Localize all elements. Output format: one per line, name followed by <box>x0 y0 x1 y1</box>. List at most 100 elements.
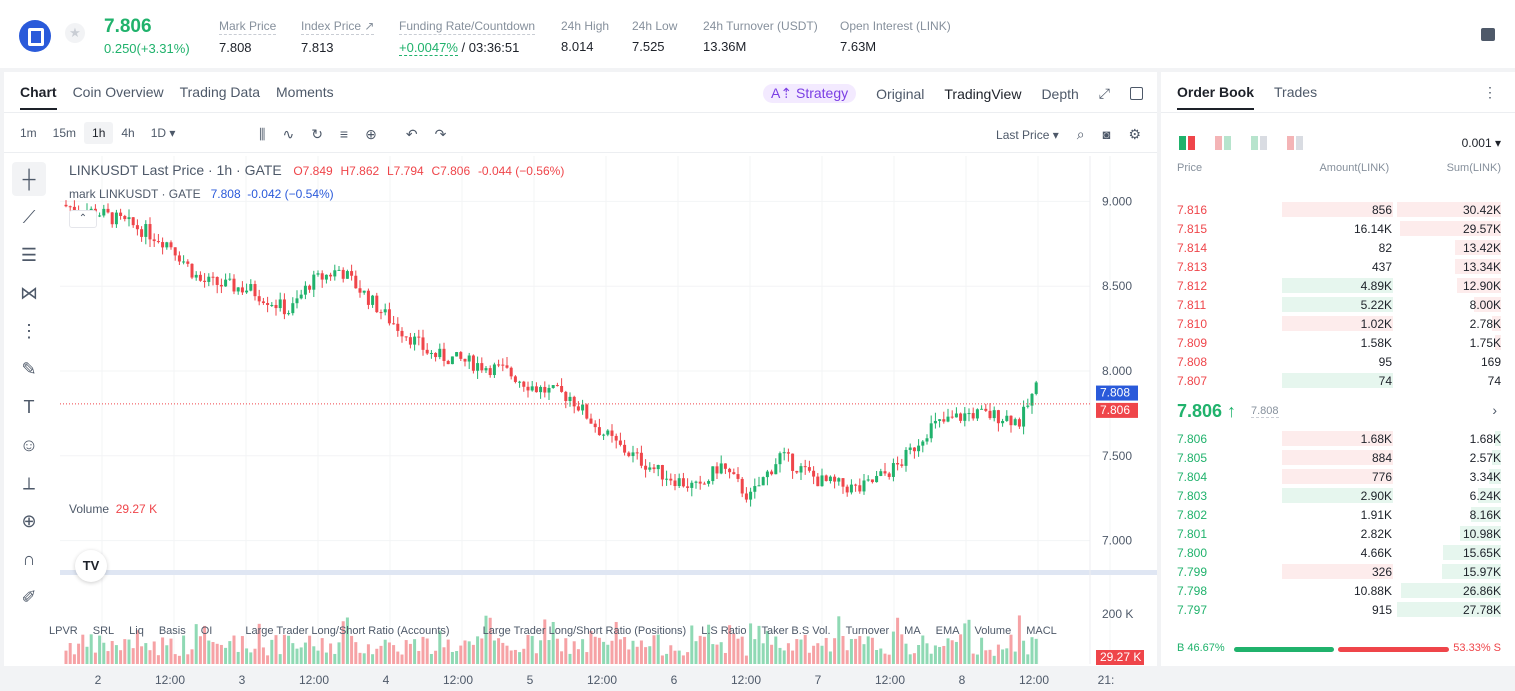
tab-trades[interactable]: Trades <box>1274 84 1318 100</box>
indicator-srl[interactable]: SRL <box>92 625 115 637</box>
mark-price-label[interactable]: Mark Price <box>219 19 277 35</box>
indicator-taker-b-s-vol-[interactable]: Taker B.S Vol. <box>761 625 831 637</box>
tab-order-book[interactable]: Order Book <box>1177 84 1255 110</box>
indicator-lpvr[interactable]: LPVR <box>49 625 78 637</box>
replay-icon[interactable]: ↻ <box>311 126 323 142</box>
indicator-ma[interactable]: MA <box>904 625 921 637</box>
pattern-icon[interactable]: ⋈ <box>20 282 38 303</box>
ask-row[interactable]: 7.808 95 169 <box>1177 352 1501 371</box>
ruler-icon[interactable]: ⟂ <box>22 472 35 493</box>
ask-row[interactable]: 7.813 437 13.34K <box>1177 257 1501 276</box>
crosshair-icon[interactable]: ┼ <box>12 162 46 196</box>
timeframe-1d-dropdown[interactable]: 1D ▾ <box>150 126 176 140</box>
ask-row[interactable]: 7.816 856 30.42K <box>1177 200 1501 219</box>
pencil-icon[interactable]: ✐ <box>21 586 37 607</box>
redo-icon[interactable]: ↷ <box>434 126 447 142</box>
indicators-icon[interactable]: ∿ <box>282 126 295 142</box>
ask-row[interactable]: 7.815 16.14K 29.57K <box>1177 219 1501 238</box>
tab-tradingview[interactable]: TradingView <box>944 85 1022 102</box>
indicator-volume[interactable]: Volume <box>974 625 1012 637</box>
orderbook-columns: Price Amount(LINK) Sum(LINK) <box>1177 162 1501 174</box>
candle-body <box>173 247 177 256</box>
x-tick-label: 3 <box>239 673 246 687</box>
brush-icon[interactable]: ✎ <box>21 358 37 379</box>
bid-row[interactable]: 7.797 915 27.78K <box>1177 600 1501 619</box>
tab-original[interactable]: Original <box>876 85 925 102</box>
ask-row[interactable]: 7.814 82 13.42K <box>1177 238 1501 257</box>
tradingview-logo[interactable]: TV <box>75 550 107 582</box>
horizontal-lines-icon[interactable]: ☰ <box>20 244 38 265</box>
funding-rate[interactable]: +0.0047% <box>399 40 458 56</box>
view-both-icon[interactable] <box>1179 136 1195 150</box>
candle-body <box>219 284 223 287</box>
strategy-button[interactable]: A⇡ Strategy <box>763 84 857 103</box>
bid-row[interactable]: 7.805 884 2.57K <box>1177 448 1501 467</box>
indicator-basis[interactable]: Basis <box>158 625 186 637</box>
timeframe-15m[interactable]: 15m <box>52 126 77 140</box>
bid-row[interactable]: 7.800 4.66K 15.65K <box>1177 543 1501 562</box>
undo-icon[interactable]: ↶ <box>405 126 418 142</box>
indicator-l-s-ratio[interactable]: L.S Ratio <box>701 625 747 637</box>
collapse-legend-icon[interactable]: ⌃ <box>69 210 97 228</box>
candle-body <box>694 481 698 483</box>
tab-chart[interactable]: Chart <box>20 84 57 110</box>
fullscreen-icon[interactable]: ⤢ <box>1098 85 1110 101</box>
zoom-in-icon[interactable]: ⊕ <box>21 510 37 531</box>
book-icon[interactable] <box>1481 28 1495 41</box>
bid-row[interactable]: 7.801 2.82K 10.98K <box>1177 524 1501 543</box>
ask-row[interactable]: 7.807 74 74 <box>1177 371 1501 390</box>
add-alert-icon[interactable]: ⊕ <box>365 126 377 142</box>
gear-icon[interactable]: ⚙ <box>1128 126 1141 142</box>
text-icon[interactable]: T <box>23 396 35 417</box>
ask-row[interactable]: 7.812 4.89K 12.90K <box>1177 276 1501 295</box>
bid-row[interactable]: 7.803 2.90K 6.24K <box>1177 486 1501 505</box>
indicator-large-trader-long-short-ratio-positions-[interactable]: Large Trader Long/Short Ratio (Positions… <box>482 625 687 637</box>
funding-rate-label[interactable]: Funding Rate/Countdown <box>399 19 536 35</box>
indicator-liq[interactable]: Liq <box>129 625 144 637</box>
view-bids-icon[interactable] <box>1251 136 1267 150</box>
view-split-icon[interactable] <box>1215 136 1231 150</box>
tab-depth[interactable]: Depth <box>1041 85 1079 102</box>
bid-row[interactable]: 7.804 776 3.34K <box>1177 467 1501 486</box>
magnet-icon[interactable]: ∩ <box>22 548 36 569</box>
indicator-oi[interactable]: OI <box>200 625 213 637</box>
price-chart[interactable]: 9.000 8.500 8.000 7.500 7.000 7.808 7.806 200 K… <box>60 156 1157 691</box>
indicator-macl[interactable]: MACL <box>1026 625 1057 637</box>
fib-icon[interactable]: ⋮ <box>20 320 38 341</box>
row-price: 7.804 <box>1177 469 1208 484</box>
indicator-turnover[interactable]: Turnover <box>845 625 890 637</box>
chevron-right-icon[interactable]: › <box>1492 402 1497 418</box>
timeframe-4h[interactable]: 4h <box>121 126 135 140</box>
candle-body <box>887 473 891 477</box>
indicator-ema[interactable]: EMA <box>935 625 960 637</box>
precision-dropdown[interactable]: 0.001 ▾ <box>1461 136 1501 150</box>
ask-row[interactable]: 7.811 5.22K 8.00K <box>1177 295 1501 314</box>
tab-coin-overview[interactable]: Coin Overview <box>72 84 164 100</box>
tab-trading-data[interactable]: Trading Data <box>179 84 261 100</box>
candle-type-icon[interactable]: ⫼ <box>259 126 266 142</box>
bid-row[interactable]: 7.798 10.88K 26.86K <box>1177 581 1501 600</box>
candle-body <box>1034 382 1038 394</box>
price-type-dropdown[interactable]: Last Price ▾ <box>996 127 1059 142</box>
ask-row[interactable]: 7.809 1.58K 1.75K <box>1177 333 1501 352</box>
bid-row[interactable]: 7.802 1.91K 8.16K <box>1177 505 1501 524</box>
template-icon[interactable]: ≡ <box>339 126 349 142</box>
window-icon[interactable] <box>1130 87 1143 100</box>
bid-row[interactable]: 7.799 326 15.97K <box>1177 562 1501 581</box>
ticker-header: ★ 7.806 0.250(+3.31%) Mark Price 7.808 I… <box>0 0 1515 68</box>
index-price-link[interactable]: Index Price ↗ <box>301 19 375 35</box>
more-icon[interactable]: ⋮ <box>1483 84 1497 100</box>
emoji-icon[interactable]: ☺ <box>19 434 39 455</box>
ask-row[interactable]: 7.810 1.02K 2.78K <box>1177 314 1501 333</box>
timeframe-1m[interactable]: 1m <box>20 126 37 140</box>
trendline-icon[interactable]: ⟋ <box>22 206 36 227</box>
volume-bar <box>337 642 341 664</box>
favorite-star-icon[interactable]: ★ <box>65 23 85 43</box>
view-asks-icon[interactable] <box>1287 136 1303 150</box>
indicator-large-trader-long-short-ratio-accounts-[interactable]: Large Trader Long/Short Ratio (Accounts) <box>245 625 450 637</box>
tab-moments[interactable]: Moments <box>276 84 334 100</box>
camera-icon[interactable]: ◙ <box>1102 127 1111 142</box>
timeframe-1h[interactable]: 1h <box>84 122 114 144</box>
search-icon[interactable]: ⌕ <box>1076 126 1085 142</box>
bid-row[interactable]: 7.806 1.68K 1.68K <box>1177 429 1501 448</box>
